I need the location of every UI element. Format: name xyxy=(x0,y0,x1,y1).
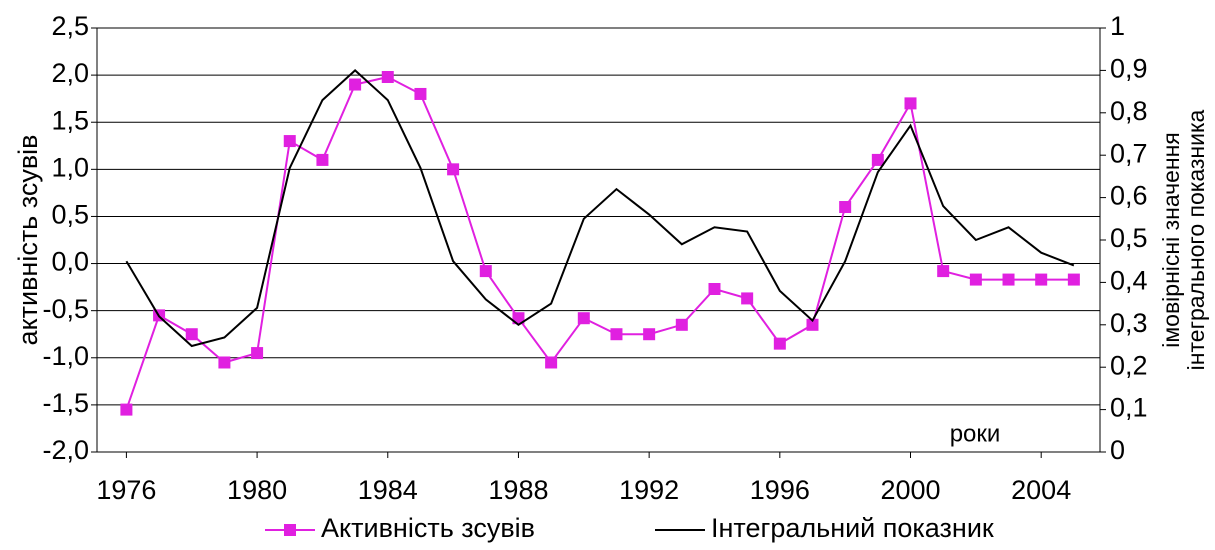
y2-axis-label: імовірнісні значення xyxy=(1158,132,1184,348)
x-tick-label: 1988 xyxy=(488,475,548,505)
marker xyxy=(871,153,884,166)
y2-tick-label: 0,7 xyxy=(1110,138,1148,168)
marker xyxy=(479,265,492,278)
y-tick-label: 1,0 xyxy=(51,152,89,182)
x-tick-label: 2004 xyxy=(1011,475,1071,505)
marker xyxy=(741,292,754,305)
y2-tick-label: 0,9 xyxy=(1110,54,1148,84)
series-line xyxy=(125,75,1074,410)
marker xyxy=(969,273,982,286)
y-tick-label: -0,5 xyxy=(42,294,89,324)
marker xyxy=(1035,273,1048,286)
marker xyxy=(904,97,917,110)
marker xyxy=(1067,273,1080,286)
marker xyxy=(316,153,329,166)
marker xyxy=(610,328,623,341)
y-tick-label: 1,5 xyxy=(51,105,89,135)
y-tick-label: -1,0 xyxy=(42,341,89,371)
marker xyxy=(643,328,656,341)
y2-tick-label: 0,8 xyxy=(1110,96,1148,126)
x-tick-label: 1996 xyxy=(750,475,810,505)
marker xyxy=(414,87,427,100)
x-tick-label: 1992 xyxy=(619,475,679,505)
marker xyxy=(120,403,133,416)
marker xyxy=(839,201,852,214)
y-tick-label: 2,0 xyxy=(51,58,89,88)
y-tick-label: 0,0 xyxy=(51,247,89,277)
y2-tick-label: 0,4 xyxy=(1110,266,1148,296)
y-tick-label: -1,5 xyxy=(42,388,89,418)
marker xyxy=(381,70,394,83)
marker xyxy=(806,318,819,331)
marker xyxy=(1002,273,1015,286)
y-tick-label: 2,5 xyxy=(51,11,89,41)
y2-tick-label: 0,5 xyxy=(1110,223,1148,253)
marker xyxy=(251,347,264,360)
marker xyxy=(283,135,296,148)
x-tick-label: 1980 xyxy=(227,475,287,505)
legend-marker xyxy=(284,524,296,536)
y2-axis-label: інтегрального показника xyxy=(1183,109,1209,370)
marker xyxy=(773,337,786,350)
y2-tick-label: 0,3 xyxy=(1110,308,1148,338)
y-tick-label: 0,5 xyxy=(51,200,89,230)
marker xyxy=(218,356,231,369)
x-tick-label: 2000 xyxy=(880,475,940,505)
marker xyxy=(447,163,460,176)
x-tick-label: 1976 xyxy=(96,475,156,505)
legend-label: Інтегральний показник xyxy=(711,513,994,543)
y-axis-label: активність зсувів xyxy=(13,134,43,345)
plot-frame xyxy=(96,27,1101,453)
marker xyxy=(937,265,950,278)
series-line xyxy=(125,69,1075,348)
y2-tick-label: 0,2 xyxy=(1110,350,1148,380)
y2-tick-label: 0 xyxy=(1110,435,1125,465)
x-tick-label: 1984 xyxy=(358,475,418,505)
marker xyxy=(675,318,688,331)
marker xyxy=(708,282,721,295)
legend-label: Активність зсувів xyxy=(321,513,535,543)
marker xyxy=(545,356,558,369)
marker xyxy=(185,328,198,341)
annotation: роки xyxy=(950,420,1001,447)
marker xyxy=(349,78,362,91)
marker xyxy=(577,312,590,325)
y2-tick-label: 0,6 xyxy=(1110,181,1148,211)
y-tick-label: -2,0 xyxy=(42,435,89,465)
y2-tick-label: 0,1 xyxy=(1110,393,1148,423)
y2-tick-label: 1 xyxy=(1110,11,1125,41)
